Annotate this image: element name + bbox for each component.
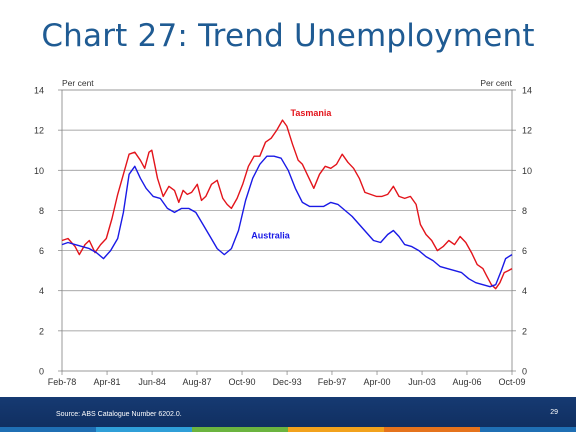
- page-title: Chart 27: Trend Unemployment: [41, 18, 535, 54]
- page-number: 29: [550, 409, 558, 416]
- footer-color-strip: [0, 427, 576, 432]
- footer-strip-segment: [384, 427, 480, 432]
- footer-strip-segment: [192, 427, 288, 432]
- y-tick-label-right: 2: [522, 326, 527, 336]
- series-label-australia: Australia: [251, 231, 291, 241]
- x-tick-label: Feb-97: [318, 377, 347, 387]
- y-tick-label-right: 10: [522, 166, 532, 176]
- y-tick-label-right: 4: [522, 286, 527, 296]
- y-tick-label-left: 12: [34, 126, 44, 136]
- y-tick-label-right: 6: [522, 246, 527, 256]
- y-tick-label-left: 14: [34, 86, 44, 96]
- y-tick-label-left: 4: [39, 286, 44, 296]
- y-tick-label-left: 10: [34, 166, 44, 176]
- y-tick-label-right: 12: [522, 126, 532, 136]
- x-tick-label: Jun-03: [408, 377, 436, 387]
- series-line-australia: [61, 155, 513, 288]
- x-tick-label: Apr-00: [364, 377, 391, 387]
- x-tick-label: Aug-87: [182, 377, 211, 387]
- y-tick-label-left: 8: [39, 206, 44, 216]
- line-chart: 0 0 2 2 4 4 6 6 8 8 10 10 12 12 14 14 Per cent Per cent Fe…: [34, 78, 532, 387]
- footer-strip-segment: [288, 427, 384, 432]
- y-axis-label-right: Per cent: [480, 78, 512, 88]
- x-tick-label: Feb-78: [48, 377, 77, 387]
- y-tick-label-right: 8: [522, 206, 527, 216]
- footer-strip-segment: [96, 427, 192, 432]
- footer-strip-segment: [0, 427, 96, 432]
- footer-bar: Source: ABS Catalogue Number 6202.0. 29: [0, 397, 576, 432]
- y-tick-label-left: 6: [39, 246, 44, 256]
- x-tick-label: Aug-06: [452, 377, 481, 387]
- y-tick-label-right: 0: [522, 367, 527, 377]
- x-tick-label: Dec-93: [273, 377, 302, 387]
- source-note: Source: ABS Catalogue Number 6202.0.: [56, 411, 182, 418]
- y-tick-label-right: 14: [522, 86, 532, 96]
- y-tick-label-left: 2: [39, 326, 44, 336]
- series-label-tasmania: Tasmania: [291, 108, 333, 118]
- x-tick-label: Oct-09: [498, 377, 525, 387]
- x-tick-label: Apr-81: [94, 377, 121, 387]
- x-tick-label: Jun-84: [138, 377, 166, 387]
- series-line-tasmania: [61, 119, 513, 290]
- y-tick-label-left: 0: [39, 367, 44, 377]
- plot-area: [61, 89, 513, 372]
- x-tick-label: Oct-90: [229, 377, 256, 387]
- footer-strip-segment: [480, 427, 576, 432]
- y-axis-label-left: Per cent: [62, 78, 94, 88]
